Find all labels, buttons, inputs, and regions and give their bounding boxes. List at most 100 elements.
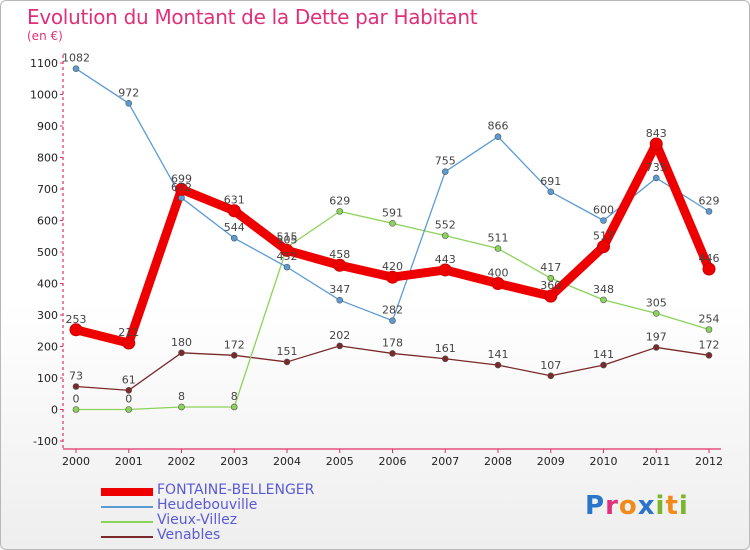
data-label: 691 [540,175,561,188]
data-point [72,383,80,390]
data-label: 629 [329,194,350,207]
data-point [547,372,555,380]
data-point [230,352,238,359]
data-label: 197 [646,330,667,343]
data-point [389,350,396,357]
data-label: 515 [277,230,298,243]
data-label: 253 [66,313,87,326]
x-tick-label: 2012 [695,455,723,468]
data-point [705,208,713,215]
data-point [441,168,449,175]
data-label: 420 [382,260,403,273]
data-point [600,361,607,369]
data-label: 141 [593,348,614,361]
data-label: 591 [382,206,403,219]
proxiti-logo: Proxiti [585,491,689,521]
data-point [544,289,558,303]
y-tick-label: 0 [51,404,58,417]
data-point [69,323,83,337]
y-tick-label: 100 [37,372,58,385]
data-point [491,277,505,290]
legend-swatch [101,536,153,538]
data-point [600,217,607,224]
data-label: 443 [435,253,456,266]
data-point [333,258,347,272]
data-label: 178 [382,336,403,349]
y-tick-label: 600 [37,215,58,228]
data-label: 552 [435,219,456,232]
data-label: 1082 [62,52,90,65]
data-point [441,232,449,239]
data-point [122,336,136,350]
y-tick-label: 900 [37,120,58,133]
x-tick-label: 2009 [537,455,565,468]
chart-unit: (en €) [27,29,63,43]
data-label: 211 [118,326,139,339]
chart-title: Evolution du Montant de la Dette par Hab… [27,5,478,29]
data-point [389,317,396,324]
logo-letter: o [618,491,638,521]
x-tick-label: 2000 [62,455,90,468]
legend-label: FONTAINE-BELLENGER [157,482,315,498]
data-label: 755 [435,155,456,168]
data-label: 400 [488,267,509,280]
data-label: 107 [540,359,561,372]
data-point [386,270,399,284]
legend-swatch [101,506,153,508]
data-point [125,100,133,107]
legend-swatch [101,488,153,496]
data-point [547,274,555,282]
data-label: 972 [118,86,139,99]
data-label: 544 [224,221,245,234]
series-lines [71,68,714,411]
chart-axes: 110010009008007006005004003002001000-100… [30,55,723,468]
data-point [280,243,294,257]
legend-swatch [101,521,153,523]
data-label: 305 [646,296,667,309]
logo-letter: P [585,491,606,521]
x-tick-label: 2001 [115,455,143,468]
logo-letter: r [605,491,619,521]
data-label: 8 [231,390,238,403]
data-label: 735 [646,161,667,174]
y-tick-label: 500 [37,246,58,259]
data-label: 282 [382,304,403,317]
data-point [652,310,660,317]
data-point [494,361,502,369]
data-point [125,406,133,413]
data-label: 172 [224,338,245,351]
data-point [652,174,660,182]
x-tick-label: 2008 [484,455,512,468]
data-point [175,182,188,196]
data-point [494,133,502,141]
data-label: 8 [178,390,185,403]
data-point [547,188,555,196]
y-tick-label: 200 [37,341,58,354]
data-label: 0 [73,393,80,406]
data-point [600,296,607,304]
data-point [441,355,449,363]
data-label: 511 [488,232,509,245]
x-tick-label: 2003 [220,455,248,468]
data-label: 866 [488,120,509,133]
data-label: 172 [699,338,720,351]
data-label: 843 [646,127,667,140]
logo-letter: t [665,491,679,521]
y-tick-label: 1100 [30,57,58,70]
data-labels: 253 211 699 631 505 458 420 443 400 360 517 843 446 1… [62,52,720,406]
data-label: 631 [224,194,245,207]
logo-letter: i [678,491,689,521]
x-tick-label: 2010 [590,455,618,468]
x-tick-label: 2006 [379,455,407,468]
data-label: 699 [171,172,192,185]
data-point [336,208,344,215]
legend-label: Vieux-Villez [157,512,238,528]
data-point [702,262,716,276]
data-point [597,240,610,254]
data-label: 0 [125,393,132,406]
data-label: 517 [593,230,614,243]
x-tick-label: 2004 [273,455,301,468]
logo-letter: i [655,491,666,521]
data-label: 417 [540,261,561,274]
